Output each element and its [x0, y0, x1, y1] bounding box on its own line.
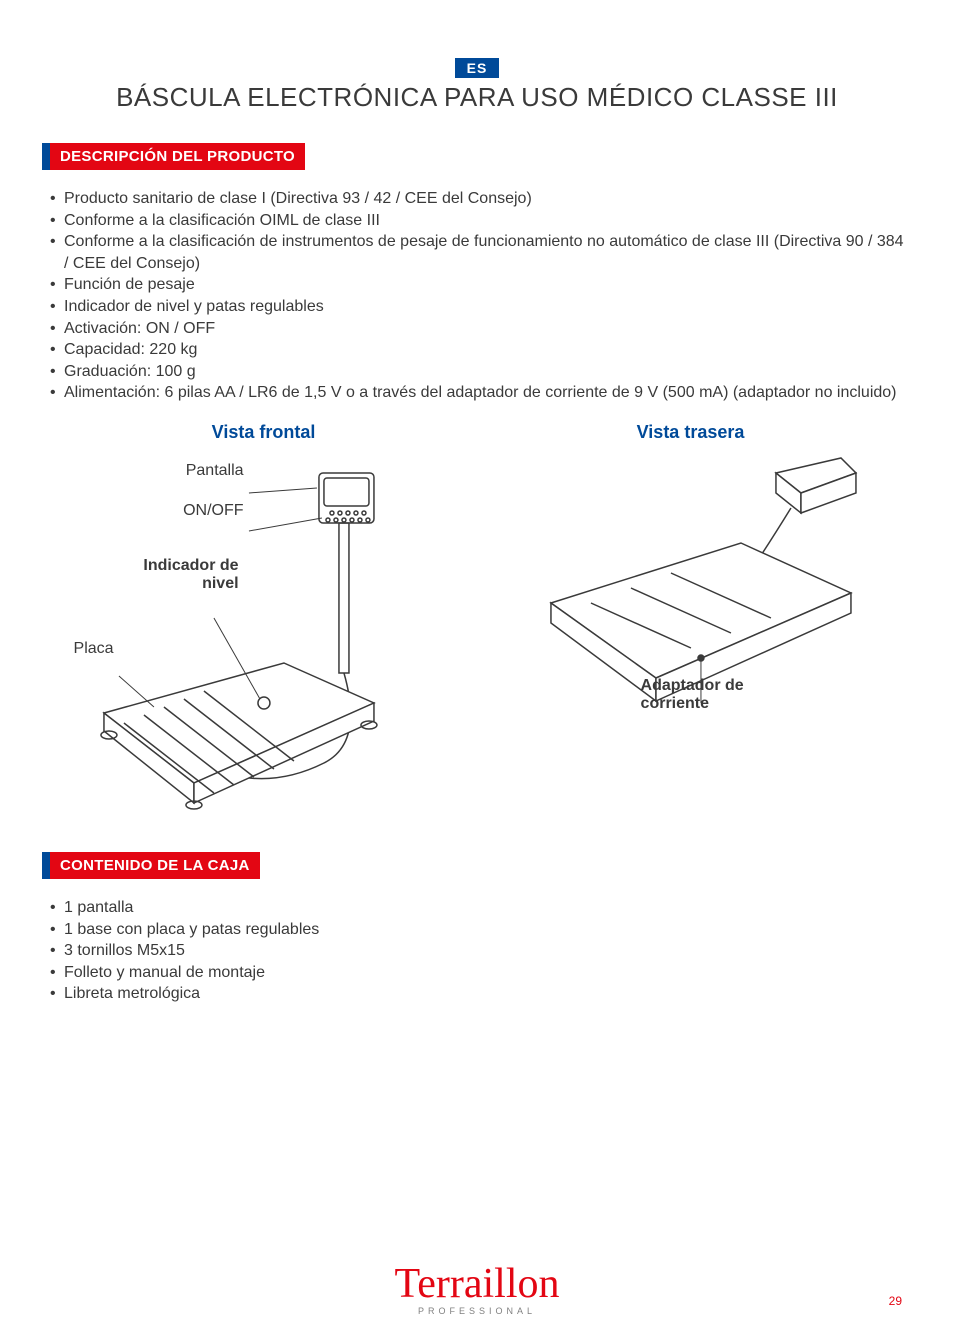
- label-placa: Placa: [54, 640, 114, 658]
- logo-sub: PROFESSIONAL: [0, 1306, 954, 1316]
- rear-view-diagram: [486, 453, 896, 833]
- list-item: • Conforme a la clasificación de instrum…: [50, 231, 904, 274]
- list-item: • Folleto y manual de montaje: [50, 962, 904, 984]
- logo-brand: Terraillon: [0, 1266, 954, 1304]
- diagram-area: Vista frontal Pantalla ON/OFF Indicador …: [50, 422, 904, 852]
- list-item: • Conforme a la clasificación OIML de cl…: [50, 210, 904, 232]
- language-badge: ES: [455, 58, 500, 78]
- footer: Terraillon PROFESSIONAL: [0, 1266, 954, 1316]
- list-item: • 1 base con placa y patas regulables: [50, 919, 904, 941]
- list-item: • Libreta metrológica: [50, 983, 904, 1005]
- list-item: • 1 pantalla: [50, 897, 904, 919]
- list-item: • Capacidad: 220 kg: [50, 339, 904, 361]
- section2-list: • 1 pantalla• 1 base con placa y patas r…: [50, 897, 904, 1005]
- page-title: BÁSCULA ELECTRÓNICA PARA USO MÉDICO CLAS…: [50, 82, 904, 113]
- rear-view-title: Vista trasera: [486, 422, 896, 443]
- list-item: • Indicador de nivel y patas regulables: [50, 296, 904, 318]
- front-view-diagram: [59, 453, 469, 833]
- list-item: • Activación: ON / OFF: [50, 318, 904, 340]
- label-pantalla: Pantalla: [164, 462, 244, 480]
- label-onoff: ON/OFF: [164, 502, 244, 520]
- section2-header: CONTENIDO DE LA CAJA: [42, 852, 260, 879]
- section1-list: • Producto sanitario de clase I (Directi…: [50, 188, 904, 404]
- page-number: 29: [889, 1294, 902, 1308]
- list-item: • 3 tornillos M5x15: [50, 940, 904, 962]
- front-view-title: Vista frontal: [59, 422, 469, 443]
- label-adaptador: Adaptador de corriente: [641, 677, 781, 713]
- list-item: • Función de pesaje: [50, 274, 904, 296]
- section1-header: DESCRIPCIÓN DEL PRODUCTO: [42, 143, 305, 170]
- label-indicador: Indicador de nivel: [119, 557, 239, 593]
- list-item: • Producto sanitario de clase I (Directi…: [50, 188, 904, 210]
- list-item: • Alimentación: 6 pilas AA / LR6 de 1,5 …: [50, 382, 904, 404]
- list-item: • Graduación: 100 g: [50, 361, 904, 383]
